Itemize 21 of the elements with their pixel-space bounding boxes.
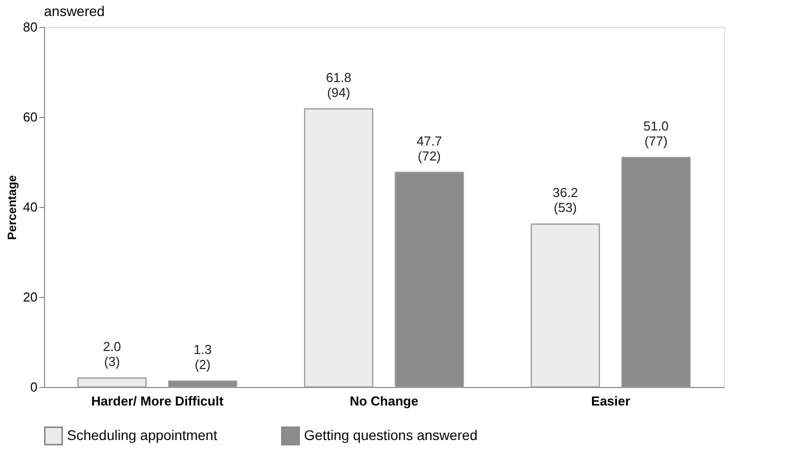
- legend-label: Scheduling appointment: [67, 426, 218, 443]
- y-tick-label: 80: [23, 20, 38, 34]
- data-label: 36.2 (53): [552, 185, 578, 216]
- data-label: 61.8 (94): [326, 70, 352, 100]
- y-axis-title: Percentage: [5, 174, 20, 240]
- y-tick-label: 40: [23, 200, 38, 214]
- data-label: 51.0 (77): [643, 118, 669, 148]
- y-tick-label: 60: [23, 110, 38, 124]
- bar: [530, 224, 600, 388]
- legend-label: Getting questions answered: [304, 426, 478, 443]
- x-tick-label: Harder/ More Difficult: [91, 394, 224, 408]
- chart-title: answered: [44, 3, 105, 19]
- y-tick-label: 0: [30, 380, 38, 394]
- x-tick-label: No Change: [350, 394, 418, 408]
- x-tick-label: Easier: [591, 394, 630, 408]
- y-tick-label: 20: [23, 290, 38, 304]
- data-label: 1.3 (2): [194, 342, 212, 372]
- bar: [304, 108, 374, 388]
- data-label: 2.0 (3): [102, 339, 122, 369]
- bar: [77, 377, 147, 388]
- data-label: 47.7 (72): [416, 133, 442, 164]
